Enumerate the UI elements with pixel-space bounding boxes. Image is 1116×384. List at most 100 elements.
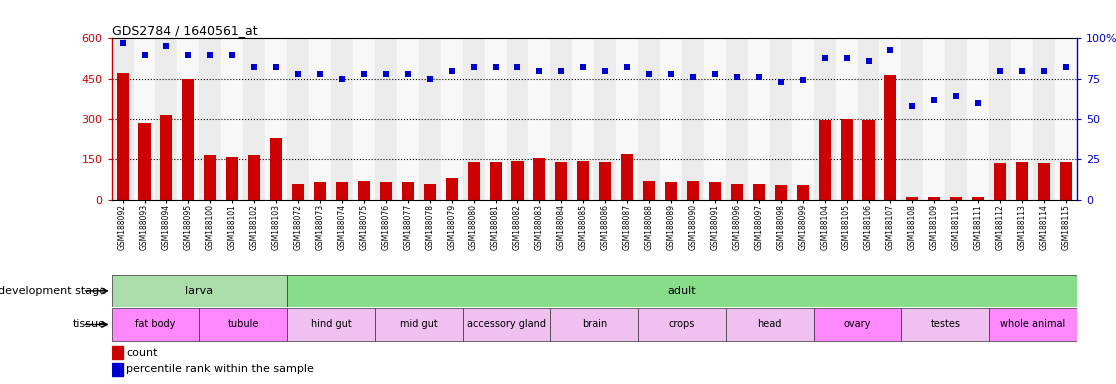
Point xyxy=(443,68,461,74)
Bar xyxy=(112,308,200,341)
Bar xyxy=(375,308,463,341)
Bar xyxy=(424,184,435,200)
Bar xyxy=(533,158,546,200)
Text: mid gut: mid gut xyxy=(400,319,437,329)
Bar xyxy=(177,38,200,200)
Text: GDS2784 / 1640561_at: GDS2784 / 1640561_at xyxy=(112,24,257,37)
Bar xyxy=(468,162,480,200)
Text: fat body: fat body xyxy=(135,319,175,329)
Bar xyxy=(1011,38,1033,200)
Bar xyxy=(1038,164,1050,200)
Bar xyxy=(138,123,151,200)
Bar xyxy=(884,74,896,200)
Bar xyxy=(577,161,589,200)
Point xyxy=(1013,68,1031,74)
Bar xyxy=(445,178,458,200)
Bar xyxy=(556,162,567,200)
Bar xyxy=(463,38,484,200)
Text: brain: brain xyxy=(581,319,607,329)
Bar xyxy=(902,308,989,341)
Bar xyxy=(863,120,875,200)
Bar xyxy=(292,184,305,200)
Bar xyxy=(1033,38,1055,200)
Text: tubule: tubule xyxy=(228,319,259,329)
Text: count: count xyxy=(126,348,157,358)
Bar xyxy=(989,38,1011,200)
Point xyxy=(201,51,219,58)
Point xyxy=(991,68,1009,74)
Bar xyxy=(573,38,595,200)
Bar xyxy=(791,38,814,200)
Bar xyxy=(490,162,501,200)
Bar xyxy=(725,38,748,200)
Text: development stage: development stage xyxy=(0,286,106,296)
Bar xyxy=(972,197,984,200)
Text: ovary: ovary xyxy=(844,319,872,329)
Bar xyxy=(112,346,123,359)
Point xyxy=(114,40,132,46)
Bar xyxy=(266,38,287,200)
Point xyxy=(377,71,395,77)
Bar xyxy=(753,184,764,200)
Point xyxy=(684,74,702,80)
Bar xyxy=(309,38,331,200)
Point xyxy=(333,76,350,82)
Bar xyxy=(287,38,309,200)
Point xyxy=(157,43,175,50)
Bar xyxy=(112,275,287,306)
Point xyxy=(662,71,680,77)
Bar xyxy=(353,38,375,200)
Point xyxy=(882,46,899,53)
Bar xyxy=(116,73,128,200)
Bar xyxy=(550,308,638,341)
Bar xyxy=(814,38,836,200)
Bar xyxy=(906,197,918,200)
Point xyxy=(641,71,658,77)
Bar xyxy=(989,308,1077,341)
Bar xyxy=(463,308,550,341)
Bar xyxy=(616,38,638,200)
Bar xyxy=(161,115,173,200)
Bar xyxy=(687,181,699,200)
Bar xyxy=(731,184,743,200)
Bar xyxy=(200,308,287,341)
Bar xyxy=(200,38,221,200)
Bar xyxy=(748,38,770,200)
Point xyxy=(180,51,198,58)
Point xyxy=(925,97,943,103)
Text: adult: adult xyxy=(667,286,696,296)
Bar xyxy=(227,157,239,200)
Bar xyxy=(595,38,616,200)
Bar xyxy=(418,38,441,200)
Bar xyxy=(248,155,260,200)
Text: accessory gland: accessory gland xyxy=(466,319,546,329)
Bar xyxy=(182,79,194,200)
Point xyxy=(289,71,307,77)
Bar xyxy=(287,275,1077,306)
Point xyxy=(575,65,593,71)
Bar xyxy=(622,154,633,200)
Bar xyxy=(923,38,945,200)
Bar xyxy=(221,38,243,200)
Bar xyxy=(112,38,134,200)
Point xyxy=(355,71,373,77)
Text: percentile rank within the sample: percentile rank within the sample xyxy=(126,364,314,374)
Bar xyxy=(638,38,660,200)
Point xyxy=(793,77,811,83)
Bar xyxy=(204,155,217,200)
Bar xyxy=(507,38,529,200)
Bar xyxy=(879,38,902,200)
Bar xyxy=(994,164,1007,200)
Bar xyxy=(797,185,809,200)
Bar xyxy=(704,38,725,200)
Bar xyxy=(945,38,968,200)
Bar xyxy=(1016,162,1028,200)
Text: larva: larva xyxy=(185,286,213,296)
Bar xyxy=(397,38,418,200)
Bar xyxy=(819,120,830,200)
Bar xyxy=(112,363,123,376)
Point xyxy=(464,65,482,71)
Text: crops: crops xyxy=(668,319,695,329)
Point xyxy=(618,65,636,71)
Bar xyxy=(155,38,177,200)
